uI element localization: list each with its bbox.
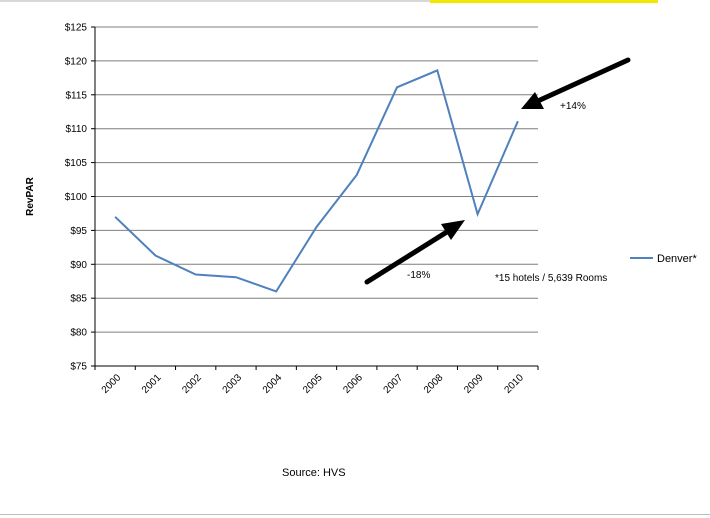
x-tick-label: 2010	[502, 372, 526, 396]
x-tick-label: 2008	[422, 372, 446, 396]
x-tick-label: 2001	[140, 372, 164, 396]
footnote-hotels: *15 hotels / 5,639 Rooms	[495, 273, 607, 284]
annotation-plus-14: +14%	[560, 101, 586, 112]
x-tick-label: 2007	[382, 372, 406, 396]
arrow-up-right	[364, 220, 465, 285]
y-tick-label: $115	[65, 90, 87, 101]
y-tick-label: $125	[65, 23, 88, 34]
top-bar-gray	[0, 0, 430, 2]
top-bar-highlight	[430, 0, 658, 3]
series-line-denver	[114, 69, 519, 293]
y-tick-label: $90	[70, 260, 87, 271]
y-tick-label: $110	[65, 124, 87, 135]
x-tick-label: 2005	[301, 372, 325, 396]
y-axis-ticks: $75 $80 $85 $90 $95 $100 $105 $110 $115 $120 $125	[65, 23, 95, 373]
y-tick-label: $120	[65, 56, 88, 67]
x-tick-label: 2002	[180, 372, 204, 396]
x-tick-label: 2003	[221, 372, 245, 396]
y-axis-label: RevPAR	[25, 176, 36, 215]
y-tick-label: $80	[70, 328, 87, 339]
x-tick-label: 2006	[341, 372, 365, 396]
x-axis-ticks: 2000 2001 2002 2003 2004 2005 2006 2007 2008 2009…	[94, 366, 539, 396]
y-tick-label: $75	[70, 362, 87, 373]
x-tick-label: 2004	[261, 372, 285, 396]
arrow-down-left	[521, 57, 631, 109]
y-tick-label: $85	[70, 294, 87, 305]
bottom-rule	[0, 514, 710, 515]
top-bar	[0, 0, 710, 3]
x-tick-label: 2009	[462, 372, 486, 396]
legend-label: Denver*	[657, 253, 697, 265]
y-tick-label: $95	[70, 226, 87, 237]
y-tick-label: $105	[65, 158, 88, 169]
gridlines	[95, 26, 538, 333]
x-tick-label: 2000	[100, 372, 124, 396]
annotation-minus-18: -18%	[407, 270, 430, 281]
legend: Denver*	[630, 253, 697, 265]
y-tick-label: $100	[65, 192, 88, 203]
source-note: Source: HVS	[282, 467, 346, 479]
